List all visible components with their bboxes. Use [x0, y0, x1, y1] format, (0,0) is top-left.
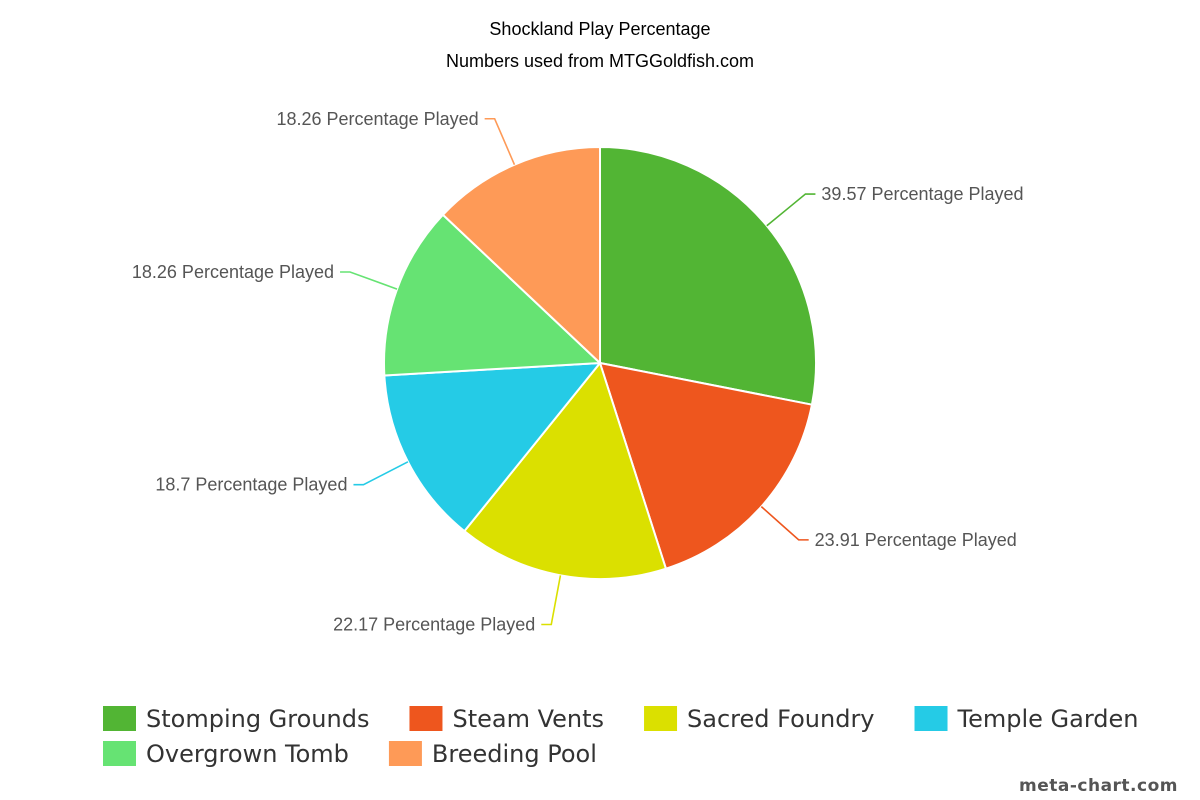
legend-item-steam-vents: Steam Vents: [409, 705, 604, 733]
pie-slice-temple-garden: [383, 362, 601, 533]
slice-leader-lines: [340, 117, 816, 626]
slice-label-breeding-pool: 18.26 Percentage Played: [276, 109, 478, 129]
legend-swatch-overgrown-tomb: [103, 741, 136, 766]
legend-swatch-temple-garden: [914, 706, 948, 731]
legend-swatch-stomping-grounds: [103, 706, 136, 731]
legend-item-sacred-foundry: Sacred Foundry: [644, 705, 875, 733]
pie-slice-steam-vents: [599, 362, 813, 570]
pie-slices: [383, 146, 817, 580]
leader-line-stomping-grounds: [766, 193, 816, 227]
chart-title: Shockland Play Percentage: [489, 19, 710, 39]
chart-subtitle: Numbers used from MTGGoldfish.com: [446, 51, 754, 71]
slice-label-sacred-foundry: 22.17 Percentage Played: [333, 614, 535, 634]
leader-line-breeding-pool: [484, 117, 516, 165]
slice-label-steam-vents: 23.91 Percentage Played: [815, 530, 1017, 550]
legend-swatch-sacred-foundry: [644, 706, 678, 731]
legend-item-stomping-grounds: Stomping Grounds: [103, 705, 369, 733]
slice-labels: 39.57 Percentage Played 23.91 Percentage …: [132, 109, 1024, 635]
legend-label-overgrown-tomb: Overgrown Tomb: [146, 740, 349, 768]
legend-swatch-steam-vents: [409, 706, 443, 731]
legend-item-overgrown-tomb: Overgrown Tomb: [103, 740, 349, 768]
slice-label-overgrown-tomb: 18.26 Percentage Played: [132, 262, 334, 282]
slice-label-temple-garden: 18.7 Percentage Played: [155, 475, 347, 495]
watermark: meta-chart.com: [1019, 776, 1178, 796]
legend-label-steam-vents: Steam Vents: [452, 705, 604, 733]
legend-swatch-breeding-pool: [388, 741, 422, 766]
slice-label-stomping-grounds: 39.57 Percentage Played: [821, 184, 1023, 204]
legend-item-temple-garden: Temple Garden: [914, 705, 1139, 733]
legend-label-stomping-grounds: Stomping Grounds: [146, 705, 369, 733]
leader-line-sacred-foundry: [541, 575, 562, 626]
leader-line-steam-vents: [760, 506, 809, 541]
leader-line-temple-garden: [353, 461, 409, 486]
pie-slice-breeding-pool: [441, 146, 601, 364]
leader-line-overgrown-tomb: [340, 271, 398, 290]
legend-label-temple-garden: Temple Garden: [957, 705, 1139, 733]
pie-slice-overgrown-tomb: [383, 213, 601, 377]
legend-item-breeding-pool: Breeding Pool: [388, 740, 597, 768]
pie-slice-stomping-grounds: [599, 146, 817, 406]
legend-label-breeding-pool: Breeding Pool: [432, 740, 597, 768]
legend-label-sacred-foundry: Sacred Foundry: [687, 705, 874, 733]
legend: Stomping Grounds Steam Vents Sacred Foundr…: [103, 705, 1139, 768]
